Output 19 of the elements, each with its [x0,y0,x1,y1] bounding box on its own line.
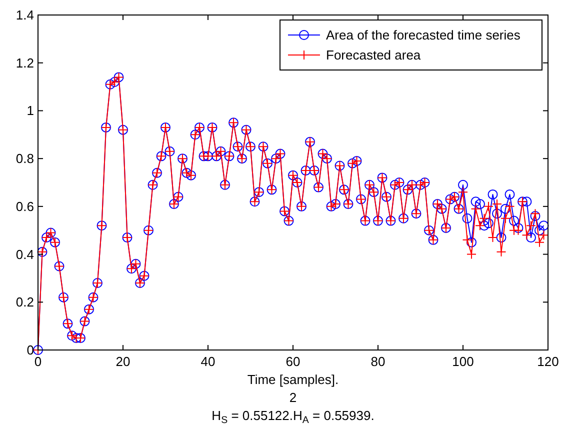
x-tick-label: 20 [116,354,130,369]
x-tick-label: 120 [537,354,559,369]
x-tick-label: 100 [452,354,474,369]
y-tick-label: 0.6 [16,198,34,214]
y-tick-label: 1.2 [16,55,34,70]
x-tick-label: 60 [286,354,300,369]
text: H$_{S}$ = 0.55122.H$_{A}$ = 0.55939. [212,408,374,426]
y-tick-label: 0.2 [16,294,34,310]
x-tick-label: 80 [370,354,386,369]
text: 2 [289,390,297,405]
x-axis-title: Time [samples]. [247,372,339,387]
y-tick-label: 0.8 [16,151,34,166]
x-tick-label: 40 [200,354,216,369]
legend-label: Forecasted area [326,48,422,62]
y-tick-label: 1.4 [16,8,34,22]
y-tick-label: 0 [26,342,34,358]
legend-label: Area of the forecasted time series [326,28,521,42]
y-tick-label: 0.4 [16,246,34,262]
y-tick-label: 1 [26,103,34,118]
